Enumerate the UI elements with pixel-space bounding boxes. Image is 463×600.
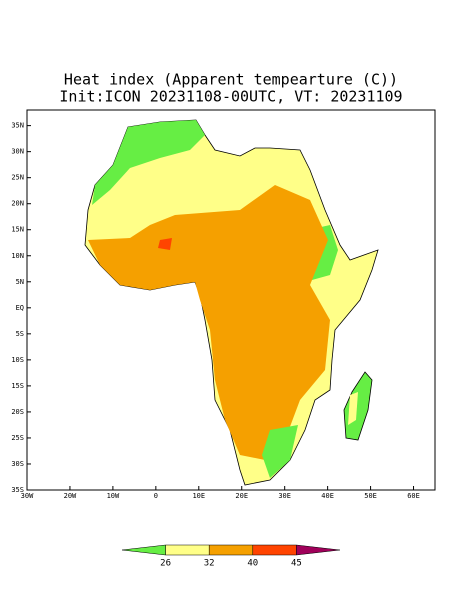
colorbar-segment	[252, 544, 297, 556]
map-frame	[26, 109, 436, 491]
x-tick-label: 30E	[278, 492, 291, 500]
x-tick-label: 50E	[364, 492, 377, 500]
colorbar-label: 26	[160, 559, 171, 569]
title-line: Init:ICON 20231108-00UTC, VT: 20231109	[59, 88, 402, 106]
colorbar-segment	[208, 544, 254, 556]
y-tick-label: 35S	[11, 486, 24, 494]
y-tick-label: 15N	[11, 226, 24, 234]
colorbar-label: 40	[247, 559, 258, 569]
land	[84, 119, 379, 486]
y-tick-label: 10N	[11, 252, 24, 260]
y-tick-label: 25S	[11, 434, 24, 442]
y-tick-label: EQ	[16, 304, 24, 312]
y-tick-label: 25N	[11, 174, 24, 182]
x-tick-label: 20W	[64, 492, 77, 500]
colorbar-segment	[121, 544, 166, 556]
x-tick-label: 60E	[407, 492, 420, 500]
x-tick-label: 0	[154, 492, 158, 500]
y-tick-label: 5S	[16, 330, 24, 338]
y-tick-label: 20S	[11, 408, 24, 416]
madagascar	[343, 371, 373, 441]
y-tick-label: 15S	[11, 382, 24, 390]
colorbar-segment	[296, 544, 341, 556]
madagascar-west	[348, 392, 358, 425]
x-tick-label: 30W	[21, 492, 34, 500]
y-tick-label: 30N	[11, 148, 24, 156]
y-tick-label: 35N	[11, 122, 24, 130]
x-tick-label: 20E	[235, 492, 248, 500]
title-line: Heat index (Apparent tempearture (C))	[64, 71, 398, 89]
x-tick-label: 10W	[107, 492, 120, 500]
y-tick-label: 10S	[11, 356, 24, 364]
colorbar-segment	[165, 544, 210, 556]
colorbar-label: 32	[204, 559, 215, 569]
interior-orange	[88, 185, 330, 460]
y-tick-label: 20N	[11, 200, 24, 208]
colorbar-label: 45	[291, 559, 302, 569]
y-tick-label: 5N	[16, 278, 24, 286]
x-tick-label: 40E	[321, 492, 334, 500]
y-tick-label: 30S	[11, 460, 24, 468]
hot-spot	[158, 238, 172, 250]
x-tick-label: 10E	[192, 492, 205, 500]
south-green	[262, 425, 298, 478]
north-green	[92, 120, 205, 205]
